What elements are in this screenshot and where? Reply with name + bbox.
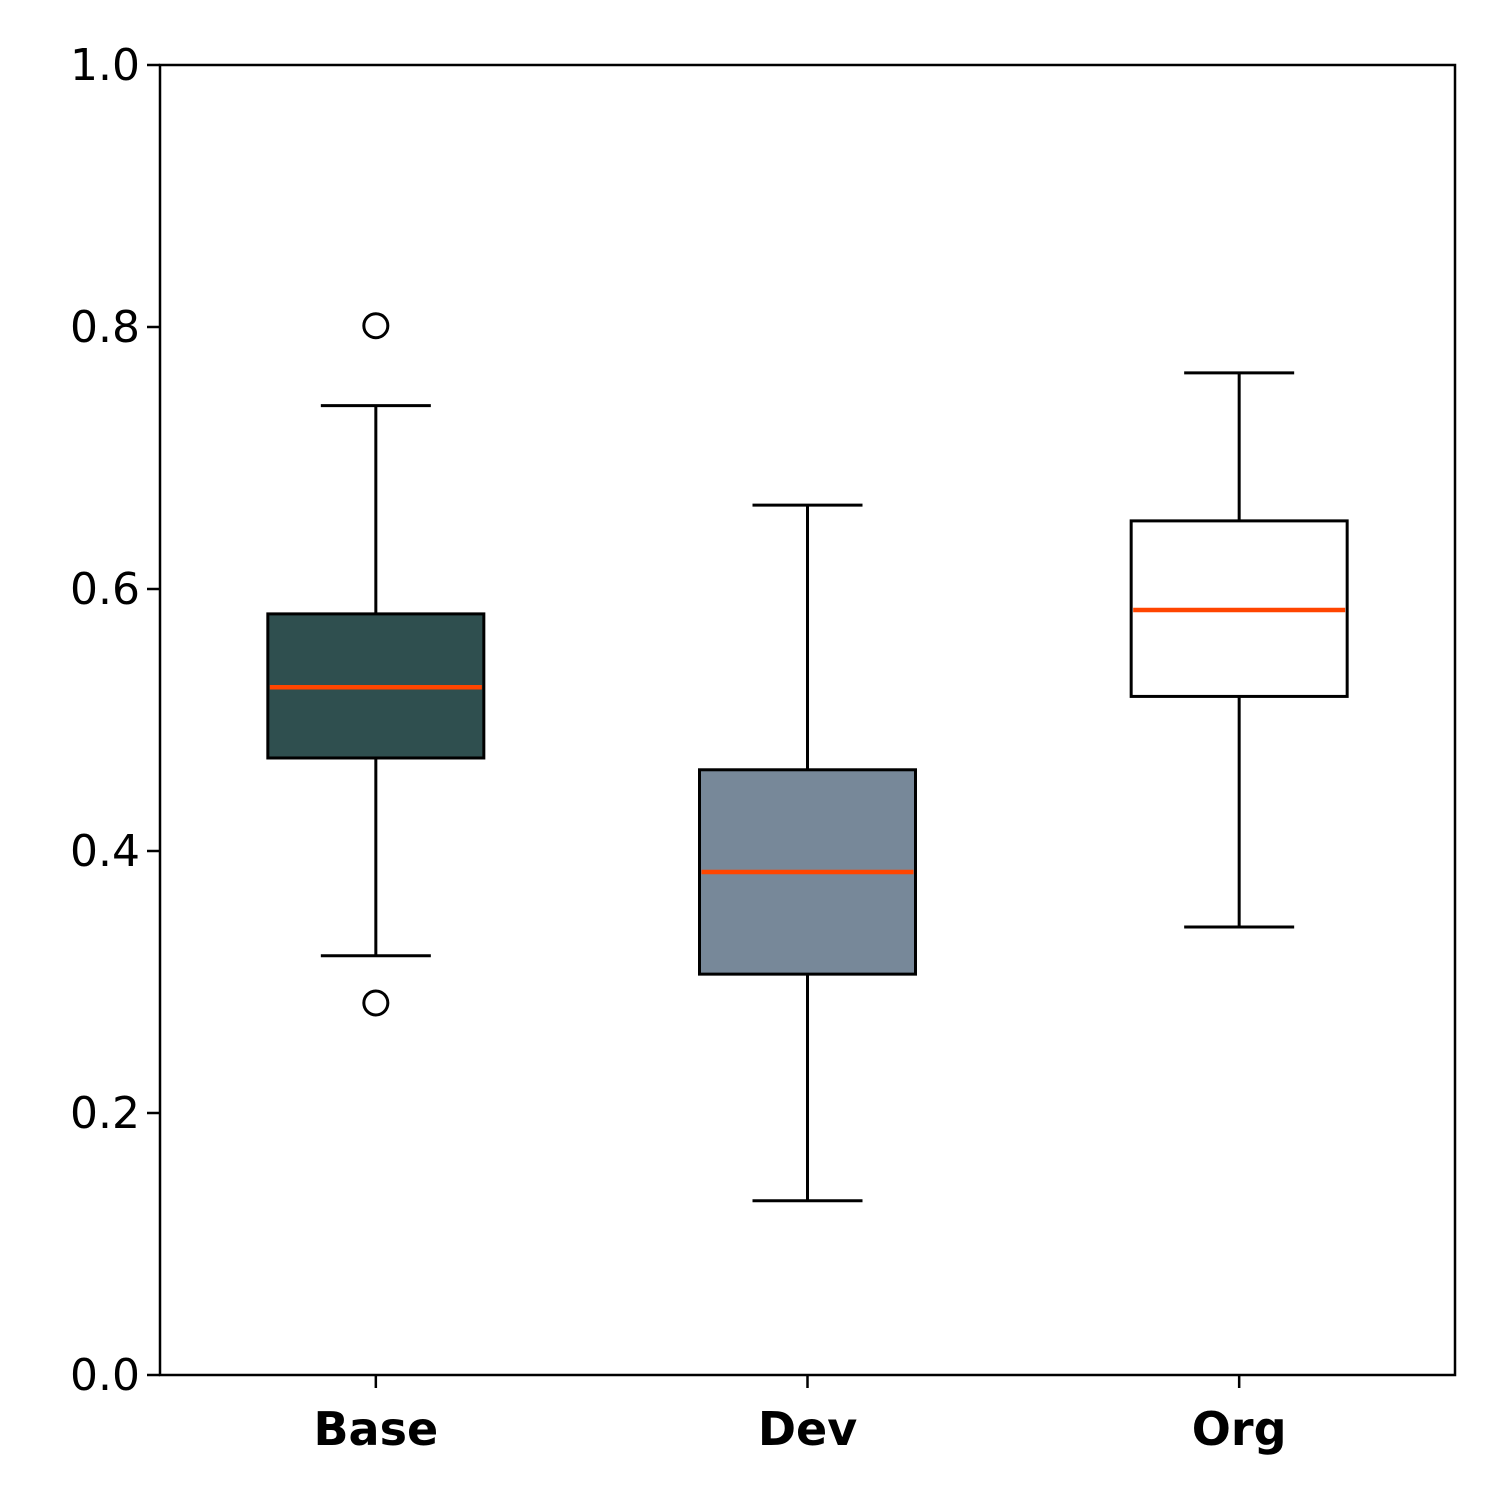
box-org: [1129, 371, 1349, 929]
y-tick-label: 0.8: [70, 302, 140, 353]
y-axis: 0.0 0.2 0.4 0.6 0.8 1.0: [70, 40, 160, 1401]
box-dev: [698, 503, 917, 1203]
y-tick-label: 0.4: [70, 826, 140, 877]
y-tick-label: 0.6: [70, 564, 140, 615]
y-tick-label: 1.0: [70, 40, 140, 91]
x-axis: Base Dev Org: [313, 1375, 1287, 1456]
plot-frame: [158, 63, 1457, 1377]
outlier-point: [362, 312, 390, 340]
y-tick-label: 0.0: [70, 1350, 140, 1401]
x-category-label: Org: [1192, 1402, 1287, 1456]
boxes: [266, 312, 1349, 1203]
outlier-point: [362, 989, 390, 1017]
box-base: [266, 312, 486, 1017]
x-category-label: Base: [313, 1402, 438, 1456]
x-category-label: Dev: [758, 1402, 857, 1456]
y-tick-label: 0.2: [70, 1088, 140, 1139]
